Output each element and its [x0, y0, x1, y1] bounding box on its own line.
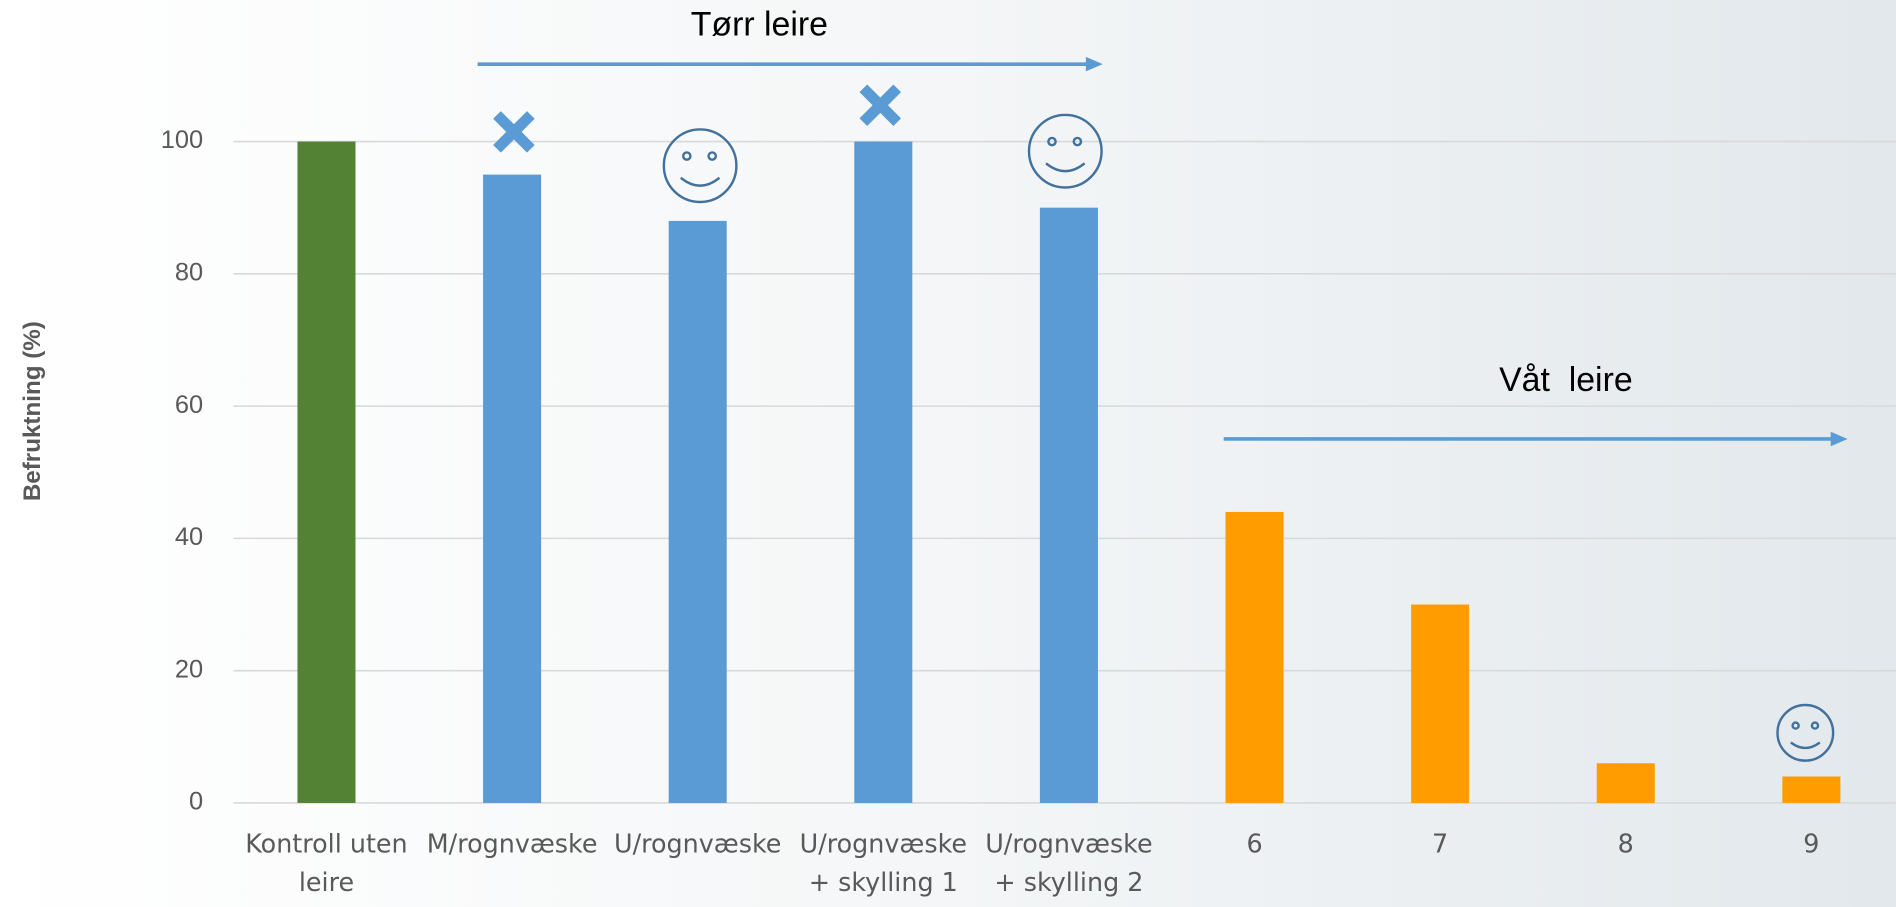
cross-icon — [493, 111, 535, 153]
plot-area: 0 20 40 60 80 100 Kontroll uten leire M/rognvæs… — [161, 126, 1896, 898]
x-tick-label-box: U/rognvæske + skylling 2 — [985, 829, 1153, 898]
smiley-icon — [662, 128, 738, 204]
x-tick-label-box: 6 — [1246, 829, 1263, 859]
x-tick-label: 6 — [1246, 829, 1263, 859]
x-tick-label-box: 9 — [1803, 829, 1820, 859]
y-tick-label: 100 — [161, 126, 203, 154]
x-tick-label-box: 8 — [1617, 829, 1634, 859]
x-tick-label: U/rognvæske + skylling 2 — [985, 829, 1153, 898]
x-tick-label-box: U/rognvæske — [614, 829, 782, 859]
y-tick-label: 40 — [175, 523, 203, 551]
bar — [297, 141, 356, 803]
arrow-head — [1085, 56, 1103, 72]
y-tick-label: 0 — [189, 788, 203, 816]
bar — [1411, 604, 1470, 803]
x-tick-label-box: Kontroll uten leire — [245, 829, 408, 898]
smiley-icon — [1027, 113, 1103, 189]
x-tick-label-box: M/rognvæske — [426, 829, 598, 859]
x-tick-label: 9 — [1803, 829, 1820, 859]
annotation: Tørr leire — [691, 6, 828, 44]
x-tick-label: Kontroll uten leire — [245, 829, 408, 898]
bar — [1596, 763, 1655, 803]
x-tick-label: U/rognvæske — [614, 829, 782, 859]
bar — [1039, 207, 1098, 803]
y-tick-label: 20 — [175, 655, 203, 683]
x-tick-label: 8 — [1617, 829, 1634, 859]
cross-icon — [859, 84, 902, 127]
x-tick-label: U/rognvæske + skylling 1 — [799, 829, 968, 898]
y-tick-label: 80 — [175, 259, 203, 287]
x-tick-label: 7 — [1432, 829, 1449, 859]
smiley-icon — [1776, 703, 1835, 762]
bar — [668, 220, 727, 803]
bar — [1782, 776, 1841, 803]
x-tick-label: M/rognvæske — [426, 829, 598, 859]
bar — [854, 141, 913, 803]
arrow-head — [1830, 431, 1848, 447]
annotation: Våt leire — [1499, 361, 1633, 399]
x-tick-label-box: 7 — [1432, 829, 1449, 859]
bar — [483, 174, 542, 803]
bar — [1225, 511, 1284, 803]
x-tick-label-box: U/rognvæske + skylling 1 — [799, 829, 968, 898]
y-axis-label: Befruktning (%) — [19, 321, 46, 501]
y-tick-label: 60 — [175, 391, 203, 419]
